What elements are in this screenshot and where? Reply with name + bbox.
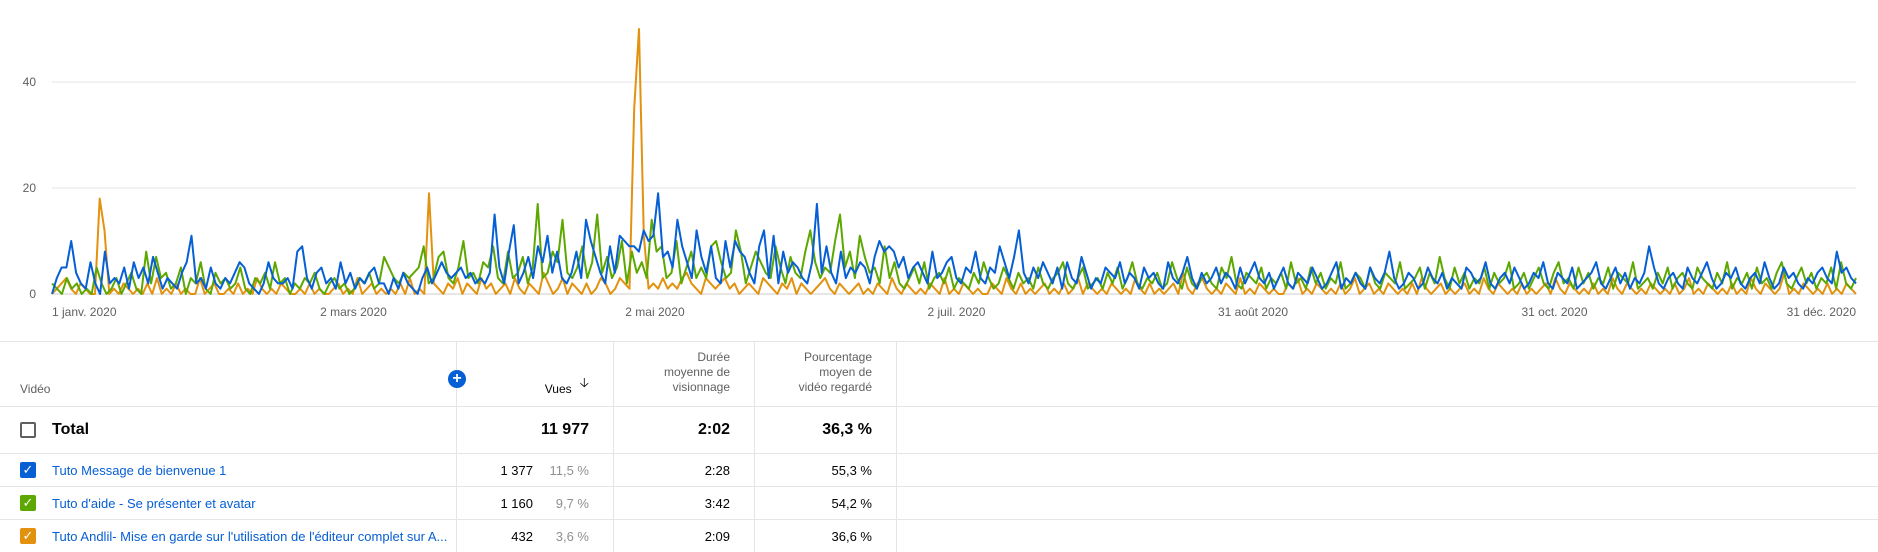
total-label: Total	[52, 421, 90, 438]
total-avg-duration: 2:02	[697, 421, 730, 438]
table-header-row: Vidéo + Vues 🡣 Durée moyenne de visionna…	[0, 342, 1878, 407]
column-header-views[interactable]: Vues 🡣	[457, 342, 614, 406]
x-tick-label: 2 juil. 2020	[927, 305, 985, 319]
total-row: Total 11 977 2:02 36,3 %	[0, 407, 1878, 454]
x-tick-label: 31 août 2020	[1218, 305, 1288, 319]
row-views: 1 160	[500, 495, 533, 511]
column-header-avg-duration[interactable]: Durée moyenne de visionnage	[614, 342, 755, 406]
x-tick-label: 31 déc. 2020	[1787, 305, 1857, 319]
row-views-share: 9,7 %	[555, 495, 589, 511]
row-avg-duration: 2:28	[704, 462, 730, 478]
video-table: Vidéo + Vues 🡣 Durée moyenne de visionna…	[0, 341, 1878, 552]
avg-duration-header-line2: moyenne de	[663, 365, 730, 379]
series-line-0	[51, 192, 1857, 295]
views-header-label: Vues	[544, 382, 572, 396]
row-avg-duration: 2:09	[704, 528, 730, 544]
series-line-2	[51, 28, 1857, 295]
table-row: ✓ Tuto Message de bienvenue 1 1 377 11,5…	[0, 454, 1878, 487]
y-tick-label: 40	[23, 75, 37, 89]
line-chart-svg: 0 20 40 1 janv. 2020 2 mars 2020 2 mai 2020 2 …	[23, 28, 1857, 319]
x-tick-label: 1 janv. 2020	[52, 305, 117, 319]
sort-down-arrow-icon: 🡣	[579, 375, 589, 390]
avg-percent-header-line2: moyen de	[819, 365, 872, 379]
avg-duration-header-line3: visionnage	[672, 380, 730, 394]
table-row: ✓ Tuto Andlil- Mise en garde sur l'utili…	[0, 520, 1878, 552]
video-title-link[interactable]: Tuto d'aide - Se présenter et avatar	[52, 495, 256, 511]
column-header-avg-percent[interactable]: Pourcentage moyen de vidéo regardé	[755, 342, 897, 406]
x-tick-label: 2 mars 2020	[320, 305, 387, 319]
video-title-link[interactable]: Tuto Message de bienvenue 1	[52, 462, 227, 478]
y-tick-label: 0	[29, 287, 36, 301]
row-avg-percent: 36,6 %	[831, 528, 872, 544]
row-views: 432	[511, 528, 533, 544]
video-title-link[interactable]: Tuto Andlil- Mise en garde sur l'utilisa…	[52, 528, 448, 544]
table-row: ✓ Tuto d'aide - Se présenter et avatar 1…	[0, 487, 1878, 520]
x-tick-label: 2 mai 2020	[625, 305, 685, 319]
total-checkbox[interactable]	[20, 422, 36, 438]
row-avg-percent: 54,2 %	[831, 495, 872, 511]
add-metric-button[interactable]: +	[448, 370, 466, 388]
avg-percent-header-line1: Pourcentage	[803, 350, 872, 364]
total-avg-percent: 36,3 %	[822, 421, 872, 438]
series-line-1	[51, 202, 1857, 295]
views-line-chart: 0 20 40 1 janv. 2020 2 mars 2020 2 mai 2020 2 …	[23, 28, 1857, 319]
row-views-share: 11,5 %	[549, 462, 589, 478]
row-views: 1 377	[500, 462, 533, 478]
avg-percent-header-line3: vidéo regardé	[798, 380, 872, 394]
y-tick-label: 20	[23, 181, 37, 195]
row-avg-percent: 55,3 %	[831, 462, 872, 478]
row-checkbox[interactable]: ✓	[20, 495, 36, 511]
column-header-video: Vidéo	[0, 342, 457, 406]
total-views: 11 977	[540, 421, 589, 438]
row-avg-duration: 3:42	[704, 495, 730, 511]
video-header-label: Vidéo	[20, 382, 51, 396]
avg-duration-header-line1: Durée	[697, 350, 730, 364]
row-checkbox[interactable]: ✓	[20, 462, 36, 478]
x-tick-label: 31 oct. 2020	[1521, 305, 1587, 319]
row-views-share: 3,6 %	[555, 528, 589, 544]
row-checkbox[interactable]: ✓	[20, 528, 36, 544]
